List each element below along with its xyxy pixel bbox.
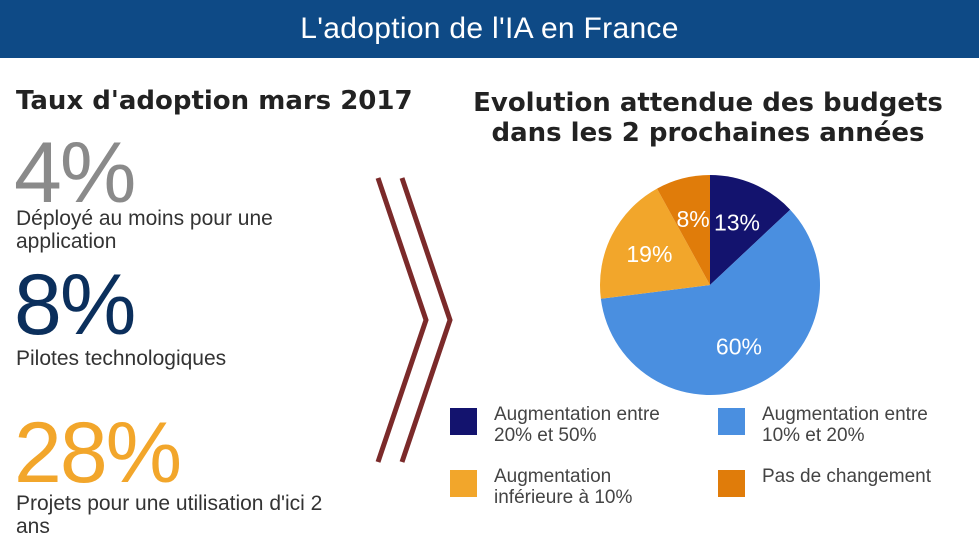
stat-value-projects: 28% <box>14 405 182 501</box>
legend-item-20-50: Augmentation entre 20% et 50% <box>450 404 684 446</box>
legend-swatch <box>450 408 477 435</box>
pie-chart: 13% 60% 19%8% <box>600 175 820 395</box>
legend-swatch <box>718 408 745 435</box>
chevron-arrow-icon <box>375 177 453 463</box>
legend-item-no-change: Pas de changement <box>718 466 952 497</box>
pie-slice-label: 13% <box>714 210 760 236</box>
pie-slice <box>600 209 820 395</box>
pie-slice <box>600 188 710 299</box>
stat-label-deployed: Déployé au moins pour une application <box>16 207 273 253</box>
stat-value-deployed: 4% <box>14 125 136 221</box>
pie-slice-label: 60% <box>716 334 762 360</box>
legend-label: Augmentation inférieure à 10% <box>494 466 633 508</box>
legend-item-10-20: Augmentation entre 10% et 20% <box>718 404 952 446</box>
legend-label: Augmentation entre 10% et 20% <box>762 404 928 446</box>
stat-label-pilots: Pilotes technologiques <box>16 347 227 370</box>
stat-label-projects: Projets pour une utilisation d'ici 2 ans <box>16 492 323 538</box>
pie-slice-label: 8% <box>676 206 709 232</box>
legend-swatch <box>450 470 477 497</box>
page-header: L'adoption de l'IA en France <box>0 0 979 58</box>
stat-value-pilots: 8% <box>14 257 136 353</box>
chart-title: Evolution attendue des budgets dans les … <box>473 88 943 148</box>
page-title: L'adoption de l'IA en France <box>300 12 679 45</box>
pie-slice <box>710 175 791 285</box>
pie-slice-label: 19% <box>626 241 672 267</box>
legend-swatch <box>718 470 745 497</box>
legend-label: Augmentation entre 20% et 50% <box>494 404 660 446</box>
legend-item-under-10: Augmentation inférieure à 10% <box>450 466 684 508</box>
pie-slice <box>657 175 710 285</box>
legend-label: Pas de changement <box>762 466 932 487</box>
adoption-title: Taux d'adoption mars 2017 <box>16 86 413 116</box>
